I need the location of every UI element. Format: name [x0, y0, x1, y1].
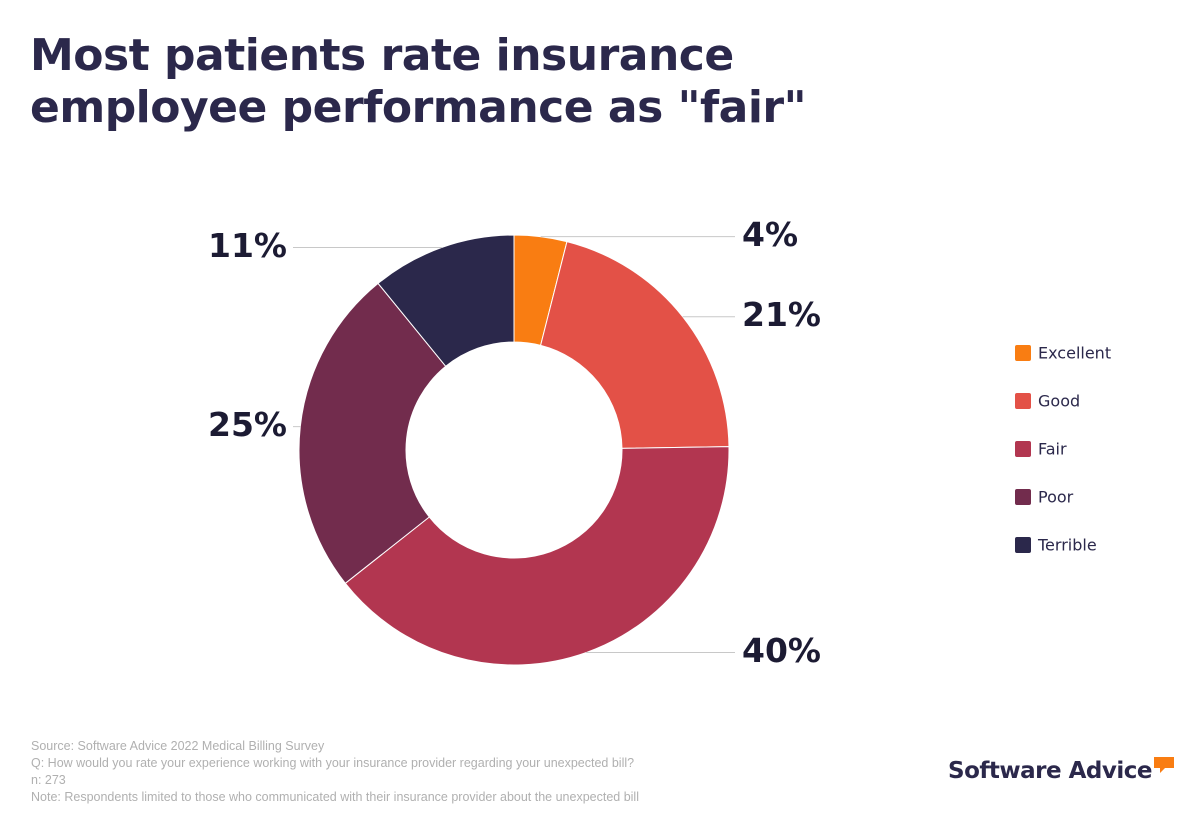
legend-swatch: [1015, 441, 1031, 457]
brand-logo: Software Advice: [948, 757, 1174, 784]
data-label: 21%: [742, 295, 821, 334]
chart-title: Most patients rate insurance employee pe…: [30, 30, 807, 133]
data-label: 25%: [208, 405, 287, 444]
donut-slice: [377, 234, 515, 368]
brand-icon: [1154, 757, 1174, 773]
legend-label: Terrible: [1037, 536, 1097, 555]
note: n: 273: [31, 773, 66, 787]
note: Note: Respondents limited to those who c…: [31, 790, 639, 804]
data-label: 4%: [742, 215, 798, 254]
legend-label: Poor: [1038, 488, 1074, 507]
legend-label: Fair: [1038, 440, 1067, 459]
donut-slice: [344, 446, 730, 666]
brand-name: Software Advice: [948, 758, 1152, 784]
donut-slice: [298, 282, 447, 585]
donut-slice: [539, 241, 730, 449]
note: Source: Software Advice 2022 Medical Bil…: [31, 739, 325, 753]
legend-swatch: [1015, 345, 1031, 361]
data-label: 11%: [208, 226, 287, 265]
legend-swatch: [1015, 537, 1031, 553]
data-label: 40%: [742, 631, 821, 670]
legend-label: Excellent: [1038, 344, 1111, 363]
legend-label: Good: [1038, 392, 1080, 411]
legend-swatch: [1015, 489, 1031, 505]
note: Q: How would you rate your experience wo…: [31, 756, 635, 770]
notes: Source: Software Advice 2022 Medical Bil…: [31, 738, 639, 806]
legend-swatch: [1015, 393, 1031, 409]
